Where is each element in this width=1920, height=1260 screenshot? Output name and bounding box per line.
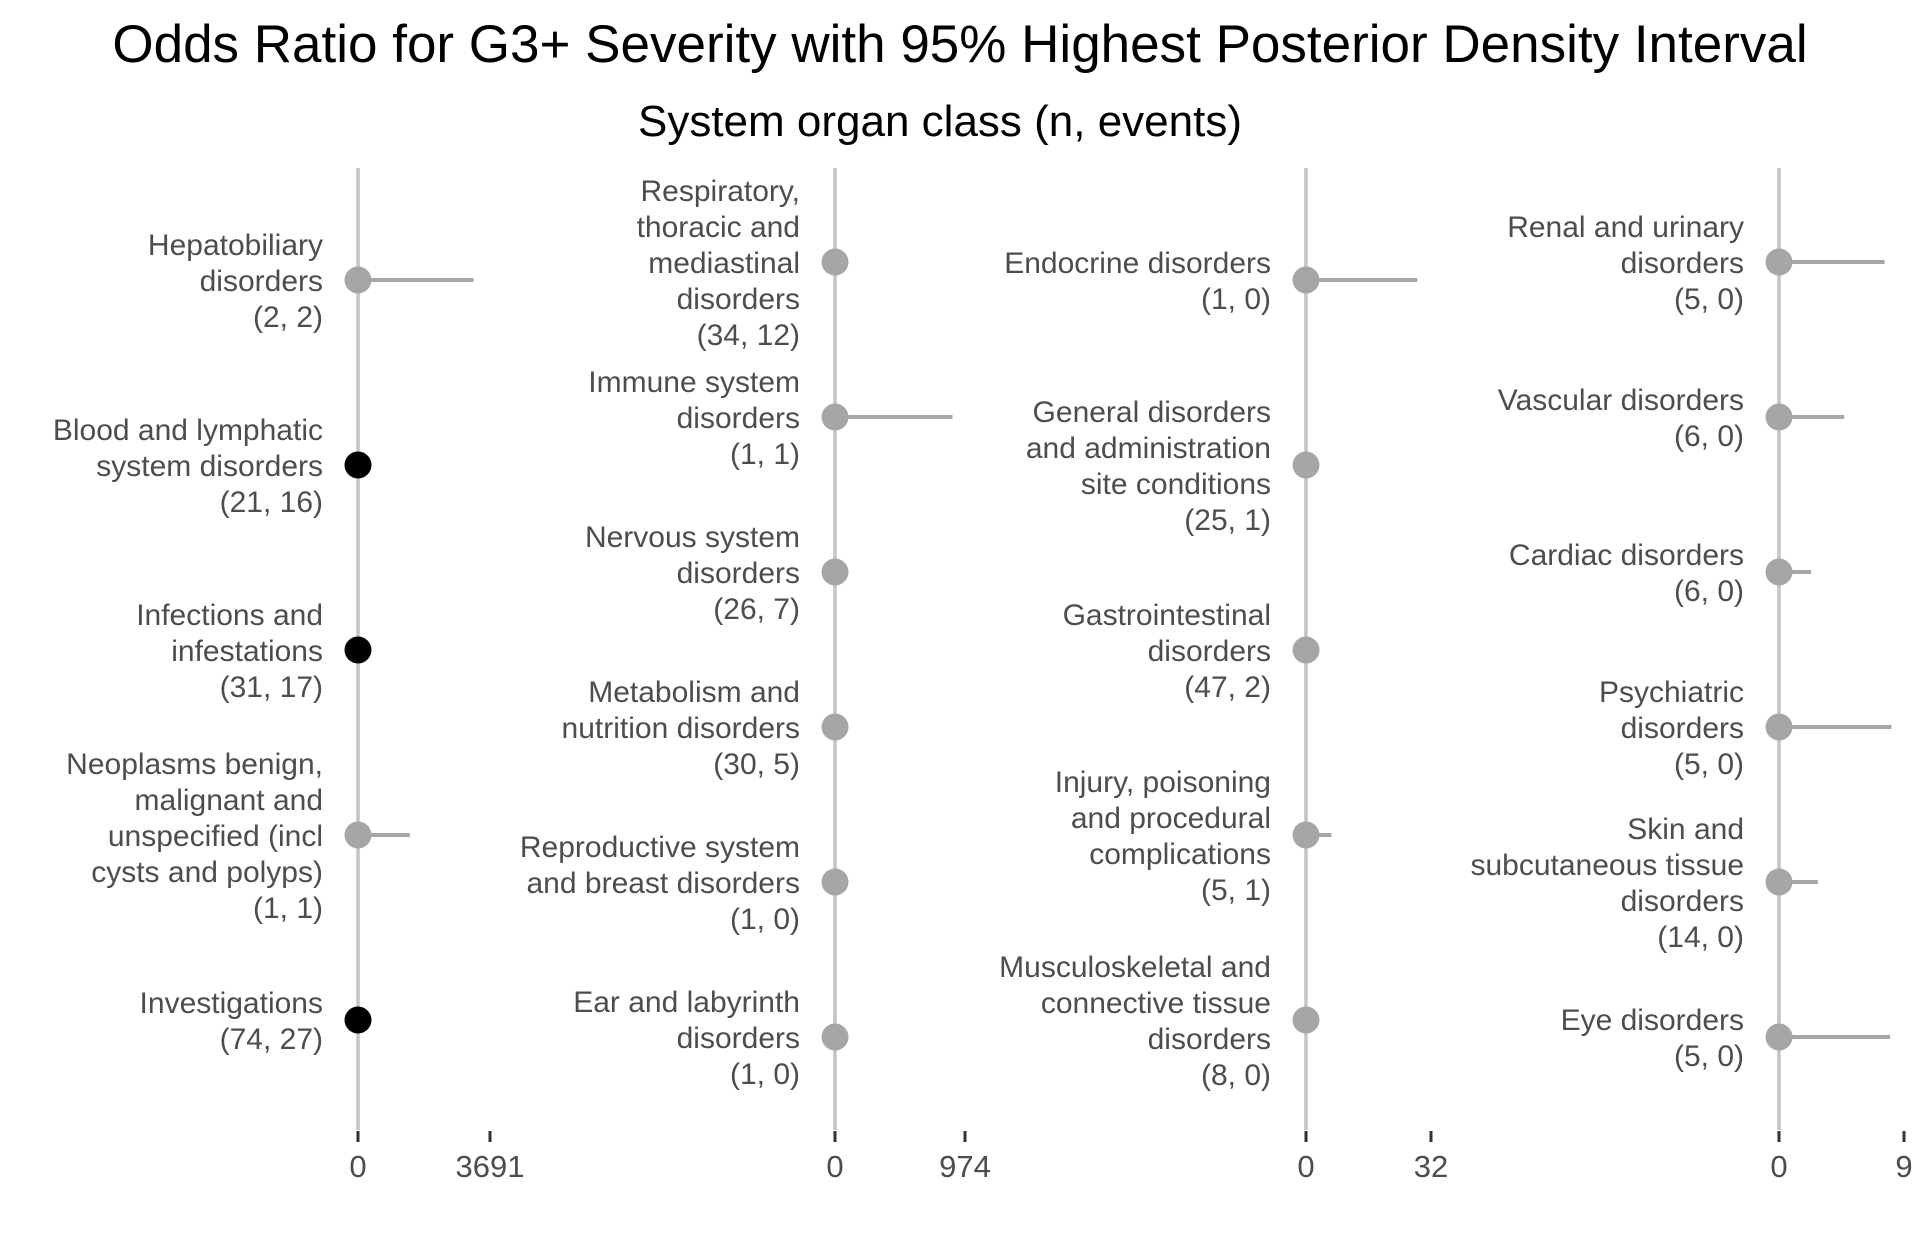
category-label: Eye disorders (5, 0) <box>1561 1004 1744 1073</box>
point-estimate <box>1765 403 1793 431</box>
point-estimate <box>821 868 849 896</box>
point-estimate <box>821 248 849 276</box>
point-estimate <box>821 1023 849 1051</box>
point-estimate <box>1765 868 1793 896</box>
point-estimate <box>1292 451 1320 479</box>
category-label: Nervous system disorders (26, 7) <box>585 521 800 626</box>
x-tick-label: 9 <box>1895 1149 1912 1184</box>
category-label: Renal and urinary disorders (5, 0) <box>1507 211 1744 316</box>
point-estimate <box>344 266 372 294</box>
category-label: Reproductive system and breast disorders(… <box>520 831 800 936</box>
point-estimate <box>821 713 849 741</box>
x-tick-label: 3691 <box>456 1149 525 1184</box>
category-label: Vascular disorders (6, 0) <box>1498 384 1744 453</box>
panel-3: 0 32 Endocrine disorders (1, 0) General diso… <box>999 168 1448 1184</box>
category-label: Cardiac disorders (6, 0) <box>1509 539 1744 608</box>
category-label: Ear and labyrinth disorders (1, 0) <box>573 986 800 1091</box>
point-estimate <box>344 636 372 664</box>
category-label: General disorders and administration site … <box>1026 396 1271 537</box>
panel-1: 0 3691 Hepatobiliary disorders (2, 2) Blood a… <box>53 168 525 1184</box>
point-estimate <box>1765 1023 1793 1051</box>
point-estimate <box>344 1006 372 1034</box>
panel-4: 0 9 Renal and urinary disorders (5, 0) Vascul… <box>1470 168 1913 1184</box>
category-label: Skin and subcutaneous tissue disorders (14,… <box>1470 813 1744 954</box>
category-label: Hepatobiliary disorders (2, 2) <box>148 229 323 334</box>
category-label: Metabolism and nutrition disorders (30, 5) <box>562 676 800 781</box>
point-estimate <box>821 403 849 431</box>
category-label: Respiratory, thoracic and mediastinal disor… <box>637 175 800 352</box>
panel-2: 0 974 Respiratory, thoracic and mediastinal d… <box>520 168 991 1184</box>
category-label: Investigations (74, 27) <box>140 987 323 1056</box>
x-tick-label: 0 <box>349 1149 366 1184</box>
point-estimate <box>1765 713 1793 741</box>
point-estimate <box>1292 266 1320 294</box>
point-estimate <box>1292 1006 1320 1034</box>
chart-title: Odds Ratio for G3+ Severity with 95% Hig… <box>112 15 1807 74</box>
x-tick-label: 974 <box>939 1149 991 1184</box>
point-estimate <box>1765 558 1793 586</box>
x-tick-label: 0 <box>1770 1149 1787 1184</box>
category-label: Musculoskeletal and connective tissue diso… <box>999 951 1271 1092</box>
x-tick-label: 0 <box>1297 1149 1314 1184</box>
category-label: Gastrointestinal disorders (47, 2) <box>1063 599 1271 704</box>
x-tick-label: 0 <box>826 1149 843 1184</box>
category-label: Blood and lymphatic system disorders (21, … <box>53 414 323 519</box>
category-label: Psychiatric disorders (5, 0) <box>1599 676 1744 781</box>
chart-subtitle: System organ class (n, events) <box>638 97 1242 146</box>
category-label: Injury, poisoning and procedural complicat… <box>1055 766 1271 907</box>
point-estimate <box>344 821 372 849</box>
category-label: Neoplasms benign, malignant and unspecifie… <box>66 748 323 925</box>
point-estimate <box>1292 636 1320 664</box>
point-estimate <box>821 558 849 586</box>
point-estimate <box>344 451 372 479</box>
category-label: Endocrine disorders (1, 0) <box>1004 247 1271 316</box>
point-estimate <box>1292 821 1320 849</box>
panels: 0 3691 Hepatobiliary disorders (2, 2) Blood a… <box>53 168 1913 1184</box>
category-label: Infections and infestations (31, 17) <box>136 599 323 704</box>
category-label: Immune system disorders (1, 1) <box>588 366 800 471</box>
point-estimate <box>1765 248 1793 276</box>
x-tick-label: 32 <box>1414 1149 1448 1184</box>
